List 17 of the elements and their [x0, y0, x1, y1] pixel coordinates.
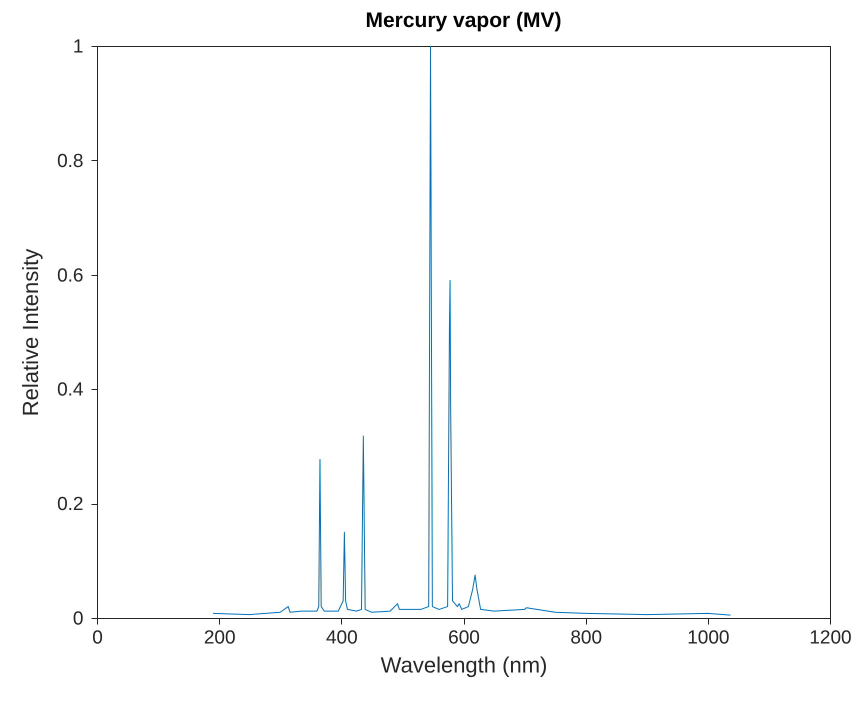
y-tick-label: 1	[72, 36, 84, 58]
y-axis-title: Relative Intensity	[18, 248, 44, 416]
y-tick-label: 0.8	[57, 150, 84, 172]
x-tick-label: 800	[570, 628, 602, 648]
y-tick-label: 0.6	[57, 265, 84, 286]
line-series	[212, 46, 731, 616]
x-tick-label: 400	[326, 628, 358, 648]
x-tick-label: 1000	[687, 628, 730, 648]
x-tick-label: 1200	[809, 628, 852, 648]
x-axis-title: Wavelength (nm)	[380, 652, 548, 678]
chart-title: Mercury vapor (MV)	[365, 9, 562, 32]
y-tick-label: 0.4	[57, 380, 84, 401]
y-tick-label: 0.2	[57, 494, 84, 516]
x-tick-label: 200	[204, 628, 236, 648]
x-tick-label: 0	[92, 628, 103, 648]
y-tick-label: 0	[72, 608, 84, 630]
x-tick-label: 600	[448, 628, 480, 648]
